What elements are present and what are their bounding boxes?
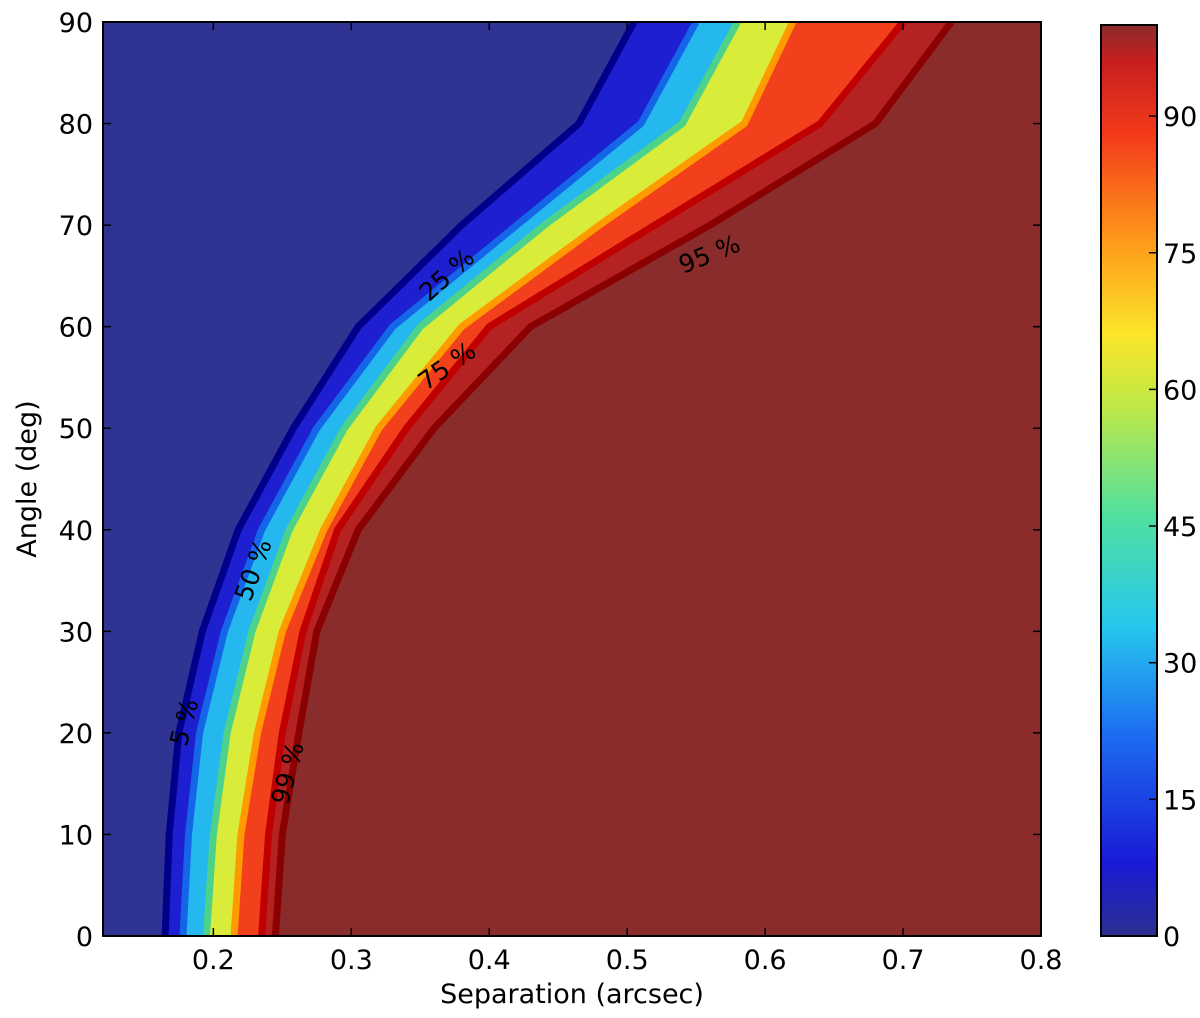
y-tick-label: 30 [59, 617, 93, 648]
y-axis-label: Angle (deg) [12, 400, 43, 557]
colorbar-gradient [1100, 24, 1158, 937]
x-tick-label: 0.4 [468, 945, 511, 976]
x-tick-label: 0.5 [606, 945, 649, 976]
contour-lines [161, 22, 955, 936]
y-tick-label: 90 [59, 8, 93, 39]
x-tick-label: 0.7 [882, 945, 925, 976]
colorbar-ticks: 0 15 30 45 60 75 90 [1149, 102, 1197, 953]
y-tick-label: 80 [59, 110, 93, 141]
colorbar-tick-label: 90 [1163, 102, 1197, 133]
band-above-99 [275, 22, 1041, 936]
colorbar-tick-label: 60 [1163, 375, 1197, 406]
contour-line-5 [161, 22, 638, 936]
probability-bands [165, 22, 1041, 936]
y-axis: 0 10 20 30 40 50 60 70 80 90 [59, 8, 1041, 953]
y-tick-label: 40 [59, 516, 93, 547]
contour-line-99 [271, 22, 955, 936]
y-tick-label: 70 [59, 211, 93, 242]
y-tick-label: 10 [59, 820, 93, 851]
y-tick-label: 0 [76, 922, 93, 953]
colorbar-tick-label: 75 [1163, 239, 1197, 270]
contour-line-95 [258, 22, 906, 936]
x-tick-label: 0.6 [744, 945, 787, 976]
plot-area [103, 22, 1041, 936]
colorbar-tick-label: 15 [1163, 785, 1197, 816]
x-tick-label: 0.2 [192, 945, 235, 976]
y-tick-label: 50 [59, 414, 93, 445]
colorbar-tick-label: 0 [1163, 922, 1180, 953]
y-tick-label: 20 [59, 719, 93, 750]
x-tick-label: 0.3 [330, 945, 373, 976]
plot-frame [102, 21, 1042, 937]
colorbar-tick-label: 45 [1163, 512, 1197, 543]
contour-line-50 [202, 22, 741, 936]
colorbar-tick-label: 30 [1163, 649, 1197, 680]
x-axis-label: Separation (arcsec) [440, 979, 704, 1010]
colorbar: 0 15 30 45 60 75 90 [1100, 24, 1197, 953]
contour-line-75 [230, 22, 796, 936]
y-tick-label: 60 [59, 313, 93, 344]
x-axis: 0.2 0.3 0.4 0.5 0.6 0.7 0.8 [192, 22, 1063, 976]
x-tick-label: 0.8 [1020, 945, 1063, 976]
contour-line-25 [179, 22, 700, 936]
